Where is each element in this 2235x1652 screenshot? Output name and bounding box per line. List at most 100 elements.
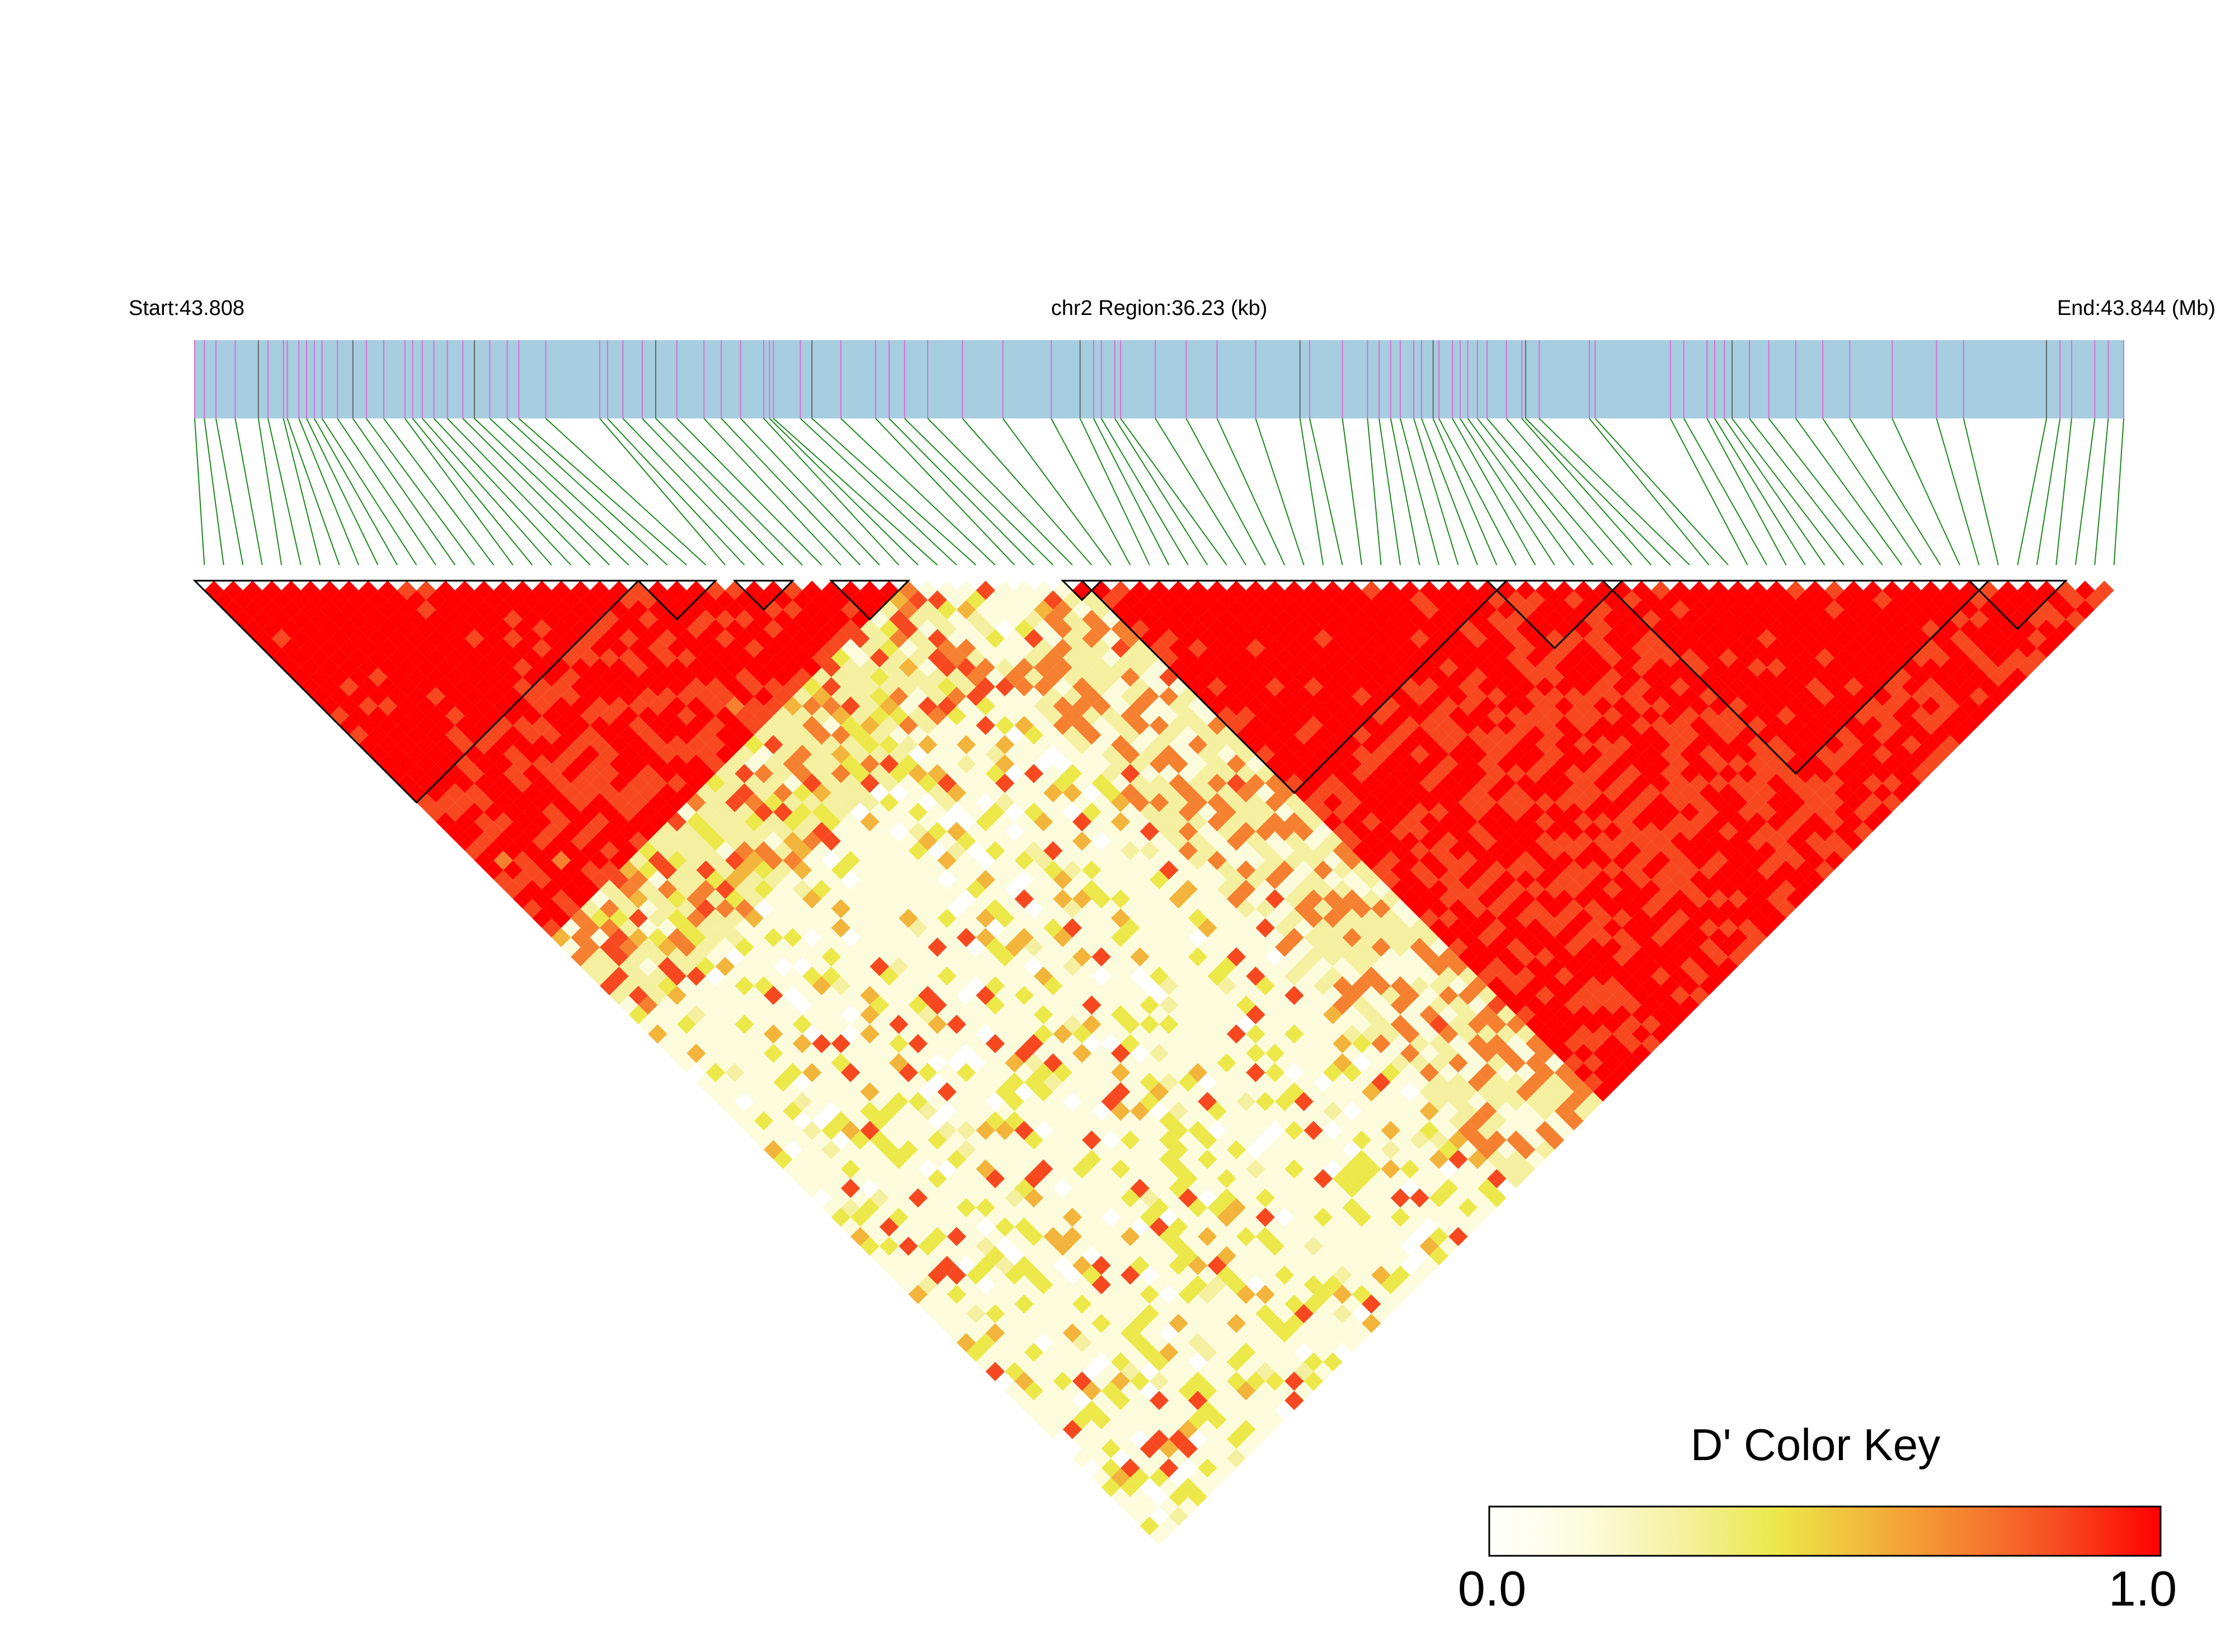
ld-cell: [1516, 677, 1536, 696]
ld-cell: [947, 1284, 967, 1304]
ld-cell: [1130, 1468, 1150, 1488]
ld-cell: [956, 1275, 976, 1295]
ld-cell: [1574, 1063, 1593, 1082]
ld-cell: [1593, 966, 1613, 986]
ld-cell: [1651, 581, 1671, 600]
ld-cell: [1362, 793, 1381, 812]
ld-cell: [1622, 1014, 1641, 1034]
ld-cell: [1467, 898, 1488, 919]
ld-cell: [1438, 716, 1458, 735]
ld-cell: [1853, 725, 1873, 745]
snp-connector: [1795, 418, 1903, 566]
ld-cell: [1641, 1014, 1661, 1034]
ld-cell: [1660, 802, 1680, 822]
ld-cell: [1101, 1381, 1121, 1401]
ld-cell: [1438, 850, 1458, 870]
ld-cell: [1197, 1111, 1217, 1131]
ld-cell: [1554, 812, 1574, 832]
gene-track: [195, 340, 2124, 418]
ld-cell: [1564, 860, 1584, 880]
ld-cell: [1072, 1314, 1092, 1333]
ld-cell: [1033, 1333, 1053, 1353]
ld-cell: [387, 745, 407, 764]
ld-cell: [1207, 1255, 1227, 1276]
snp-connector: [799, 418, 957, 566]
ld-cell: [1699, 648, 1719, 668]
ld-cell: [1226, 850, 1246, 870]
ld-cell: [1274, 976, 1295, 996]
ld-cell: [898, 1236, 918, 1256]
ld-cell: [725, 812, 745, 832]
ld-cell: [1101, 1227, 1121, 1246]
ld-cell: [1497, 986, 1516, 1005]
ld-cell: [1014, 1217, 1034, 1237]
ld-cell: [1342, 1063, 1362, 1082]
ld-cell: [1709, 793, 1729, 812]
ld-cell: [1217, 860, 1236, 880]
ld-cell: [821, 1159, 841, 1179]
ld-cell: [1670, 735, 1690, 755]
ld-cell: [1159, 590, 1179, 610]
ld-cell: [1082, 957, 1102, 976]
ld-cell: [1381, 928, 1400, 948]
ld-cell: [1651, 909, 1671, 928]
ld-cell: [1255, 1342, 1275, 1362]
ld-cell: [1188, 1101, 1208, 1121]
ld-cell: [455, 812, 474, 832]
ld-cell: [1786, 638, 1806, 658]
snp-connector: [1452, 418, 1536, 566]
ld-cell: [1699, 898, 1719, 919]
ld-cell: [1593, 735, 1613, 755]
ld-cell: [1593, 600, 1613, 619]
snp-connector: [506, 418, 668, 566]
ld-cell: [1564, 1053, 1584, 1073]
ld-cell: [1246, 889, 1265, 909]
ld-cell: [1526, 590, 1545, 610]
ld-cell: [1767, 793, 1786, 812]
ld-cell: [1207, 966, 1227, 986]
ld-cell: [1342, 1121, 1362, 1140]
ld-cell: [455, 657, 474, 677]
ld-cell: [1690, 716, 1709, 735]
ld-cell: [1603, 802, 1622, 822]
ld-cell: [1516, 773, 1536, 793]
ld-cell: [1593, 677, 1613, 696]
ld-cell: [1371, 1072, 1391, 1092]
snp-connector: [283, 418, 321, 566]
ld-cell: [1458, 870, 1478, 889]
ld-cell: [1795, 822, 1815, 841]
ld-cell: [1033, 1391, 1053, 1410]
ld-cell: [995, 1198, 1015, 1217]
ld-cell: [1487, 686, 1507, 707]
ld-cell: [976, 1255, 995, 1276]
snp-track-ticks: [194, 340, 2124, 418]
ld-cell: [1583, 841, 1603, 860]
ld-cell: [1438, 1082, 1458, 1102]
ld-cell: [966, 976, 986, 996]
ld-cell: [1255, 898, 1275, 919]
ld-cell: [1844, 657, 1864, 677]
ld-cell: [1574, 716, 1593, 735]
ld-cell: [1660, 745, 1680, 764]
ld-cell: [841, 619, 860, 639]
ld-cell: [455, 677, 474, 696]
ld-cell: [850, 1207, 870, 1227]
ld-cell: [1631, 966, 1651, 986]
ld-cell: [1062, 1342, 1083, 1362]
ld-cell: [1526, 898, 1545, 919]
ld-cell: [1226, 831, 1246, 851]
ld-cell: [1014, 1198, 1034, 1217]
ld-cell: [1690, 696, 1709, 716]
ld-cell: [1863, 793, 1883, 812]
ld-cell: [1641, 995, 1661, 1015]
ld-cell: [1545, 609, 1565, 629]
ld-cell: [1188, 928, 1208, 948]
ld-cell: [1776, 802, 1796, 822]
ld-cell: [1362, 1101, 1381, 1121]
snp-connector: [1891, 418, 1960, 566]
ld-cell: [1062, 1188, 1083, 1208]
ld-cell: [1043, 1150, 1063, 1169]
ld-cell: [1284, 909, 1304, 928]
ld-cell: [1419, 793, 1439, 812]
ld-cell: [1651, 735, 1671, 755]
